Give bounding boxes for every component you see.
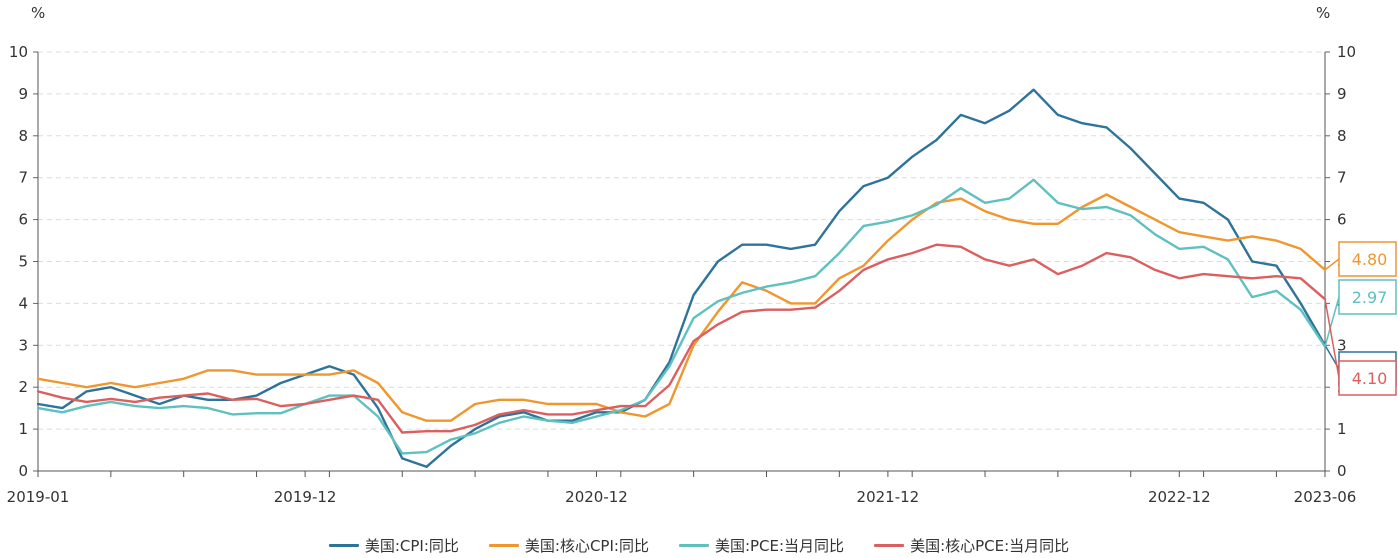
legend: 美国:CPI:同比 美国:核心CPI:同比 美国:PCE:当月同比 美国:核心PCE:… xyxy=(0,532,1398,558)
series-layer xyxy=(36,88,1327,468)
x-tick-label: 2022-12 xyxy=(1148,488,1211,506)
y-tick-label-right: 9 xyxy=(1337,85,1347,103)
y-tick-label-left: 5 xyxy=(18,253,28,271)
y-axis-unit-left: % xyxy=(31,4,45,22)
legend-label: 美国:PCE:当月同比 xyxy=(714,536,845,555)
legend-label: 美国:核心PCE:当月同比 xyxy=(910,536,1070,555)
y-tick-label-left: 6 xyxy=(18,211,28,229)
x-tick-label: 2019-01 xyxy=(7,488,70,506)
line-chart: 0011223344556677889910102019-012019-1220… xyxy=(7,4,1397,506)
end-value-label: 4.80 xyxy=(1352,250,1388,269)
end-label-box xyxy=(1324,241,1397,277)
series-line-3 xyxy=(36,243,1327,434)
legend-swatch xyxy=(328,543,359,547)
legend-item[interactable]: 美国:PCE:当月同比 xyxy=(678,535,845,556)
y-axis-unit-right: % xyxy=(1316,4,1330,22)
legend-label: 美国:核心CPI:同比 xyxy=(524,536,649,555)
series-line-2 xyxy=(36,178,1327,455)
y-tick-label-left: 2 xyxy=(18,378,28,396)
end-label-box xyxy=(1324,299,1397,396)
y-tick-label-left: 1 xyxy=(18,420,28,438)
axes: 0011223344556677889910102019-012019-1220… xyxy=(7,43,1357,506)
y-tick-label-right: 0 xyxy=(1337,462,1347,480)
legend-label: 美国:CPI:同比 xyxy=(364,536,459,555)
end-value-label: 2.97 xyxy=(1352,288,1388,307)
legend-swatch xyxy=(874,543,905,547)
y-tick-label-left: 4 xyxy=(18,294,28,312)
legend-item[interactable]: 美国:CPI:同比 xyxy=(328,535,459,556)
legend-item[interactable]: 美国:核心CPI:同比 xyxy=(488,535,649,556)
end-value-label: 4.10 xyxy=(1352,369,1388,388)
y-tick-label-left: 8 xyxy=(18,127,28,145)
gridlines xyxy=(38,51,1325,430)
y-tick-label-right: 3 xyxy=(1337,336,1347,354)
y-tick-label-right: 1 xyxy=(1337,420,1347,438)
x-tick-label: 2021-12 xyxy=(857,488,920,506)
x-tick-label: 2020-12 xyxy=(565,488,628,506)
y-tick-label-right: 6 xyxy=(1337,211,1347,229)
legend-swatch xyxy=(678,543,709,547)
x-tick-label: 2019-12 xyxy=(274,488,337,506)
series-line-1 xyxy=(36,193,1327,422)
y-tick-label-right: 10 xyxy=(1337,43,1356,61)
y-tick-label-left: 7 xyxy=(18,169,28,187)
legend-swatch xyxy=(488,543,519,547)
y-tick-label-left: 0 xyxy=(18,462,28,480)
end-value-labels: 3.004.802.974.10 xyxy=(1324,241,1397,396)
end-label-box xyxy=(1324,279,1397,347)
legend-item[interactable]: 美国:核心PCE:当月同比 xyxy=(874,535,1069,556)
y-tick-label-left: 9 xyxy=(18,85,28,103)
y-tick-label-left: 10 xyxy=(9,43,28,61)
series-line-0 xyxy=(36,88,1327,468)
x-tick-label: 2023-06 xyxy=(1294,488,1357,506)
y-tick-label-right: 8 xyxy=(1337,127,1347,145)
y-tick-label-right: 7 xyxy=(1337,169,1347,187)
y-tick-label-left: 3 xyxy=(18,336,28,354)
